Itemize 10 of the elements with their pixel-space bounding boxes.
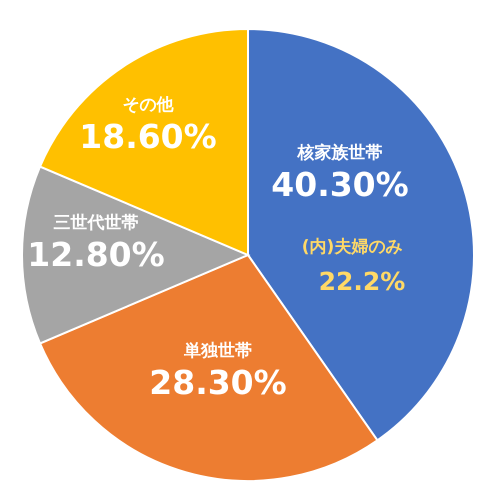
slice-label: 単独世帯 <box>183 341 252 361</box>
data-label: 18.60% <box>79 117 217 156</box>
slice-label: 核家族世帯 <box>296 143 382 163</box>
slice-label: その他 <box>122 95 174 115</box>
text: 22.2% <box>318 267 406 296</box>
data-label: 40.30% <box>271 165 409 204</box>
text: (内)夫婦のみ <box>302 237 402 257</box>
data-label: 12.80% <box>27 235 165 274</box>
data-label: 28.30% <box>149 363 287 402</box>
slice-label: 三世代世帯 <box>54 213 138 233</box>
